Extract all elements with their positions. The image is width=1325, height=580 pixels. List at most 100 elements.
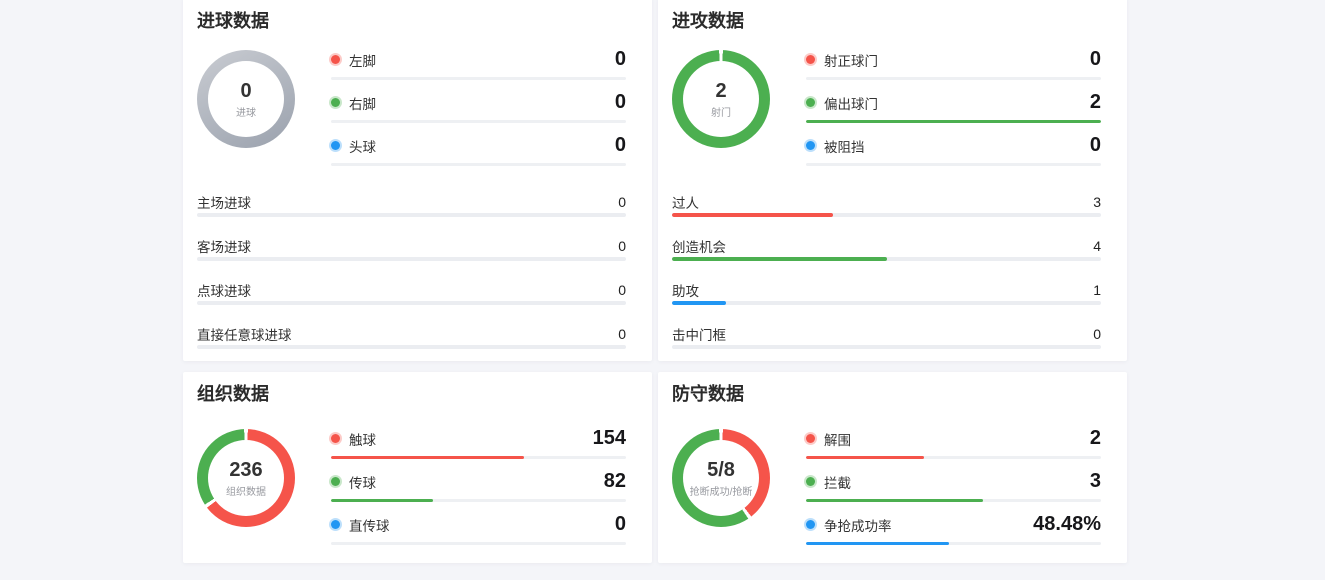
- bar-value: 1: [1093, 281, 1101, 298]
- legend-underline-track: [806, 456, 1101, 459]
- bar-value: 4: [1093, 237, 1101, 254]
- legend-label: 争抢成功率: [824, 518, 892, 534]
- legend-row: 拦截 3: [806, 468, 1101, 511]
- legend-row: 传球 82: [331, 468, 626, 511]
- legend-label: 左脚: [349, 53, 376, 69]
- donut-center: 2 射门: [672, 50, 770, 148]
- stat-bar-line: 助攻 1: [672, 278, 1101, 301]
- stat-bar-line: 击中门框 0: [672, 322, 1101, 345]
- stat-bar-row: 客场进球 0: [197, 234, 626, 278]
- stat-bar-row: 主场进球 0: [197, 190, 626, 234]
- stat-bar-line: 创造机会 4: [672, 234, 1101, 257]
- stat-bar-line: 主场进球 0: [197, 190, 626, 213]
- legend-value: 2: [1089, 91, 1101, 113]
- legend-line: 射正球门 0: [806, 46, 1101, 73]
- bar-track: [197, 345, 626, 349]
- bar-value: 0: [618, 281, 626, 298]
- legend: 左脚 0 右脚 0 头球 0: [331, 46, 626, 175]
- stat-bar-row: 助攻 1: [672, 278, 1101, 322]
- legend-dot-icon: [331, 477, 340, 486]
- donut-center-label: 射门: [711, 107, 731, 119]
- legend-underline-fill: [806, 499, 983, 502]
- bar-track: [672, 213, 1101, 217]
- legend-value: 0: [614, 91, 626, 113]
- legend-underline-fill: [331, 499, 434, 502]
- legend-label: 传球: [349, 475, 376, 491]
- panel-title: 防守数据: [672, 384, 744, 404]
- bar-track: [197, 301, 626, 305]
- legend-line: 右脚 0: [331, 89, 626, 116]
- legend-underline-track: [806, 499, 1101, 502]
- chart-row: 236 组织数据 触球 154 传球 82 直传球 0: [197, 425, 626, 554]
- panel-title: 进攻数据: [672, 11, 744, 31]
- legend-label: 右脚: [349, 96, 376, 112]
- bar-track: [197, 257, 626, 261]
- legend-dot-icon: [331, 520, 340, 529]
- chart-row: 5/8 抢断成功/抢断 解围 2 拦截 3 争抢成功率 48.48%: [672, 425, 1101, 554]
- legend-label: 头球: [349, 139, 376, 155]
- donut-center-value: 2: [715, 79, 727, 102]
- stat-bar-row: 过人 3: [672, 190, 1101, 234]
- bar-label: 客场进球: [197, 239, 251, 255]
- stat-bar-line: 客场进球 0: [197, 234, 626, 257]
- legend-line: 左脚 0: [331, 46, 626, 73]
- legend-underline-fill: [806, 456, 924, 459]
- legend-label: 直传球: [349, 518, 390, 534]
- legend-value: 48.48%: [1033, 513, 1101, 535]
- legend-line: 偏出球门 2: [806, 89, 1101, 116]
- legend-row: 争抢成功率 48.48%: [806, 511, 1101, 554]
- legend-value: 154: [592, 427, 626, 449]
- legend-row: 解围 2: [806, 425, 1101, 468]
- bar-fill: [672, 257, 887, 261]
- legend-row: 偏出球门 2: [806, 89, 1101, 132]
- legend-dot-icon: [806, 55, 815, 64]
- stat-bars: 过人 3 创造机会 4 助攻 1 击中门框 0: [672, 190, 1101, 366]
- bar-label: 直接任意球进球: [197, 327, 292, 343]
- legend-underline-track: [331, 456, 626, 459]
- legend-value: 82: [603, 470, 626, 492]
- legend-row: 触球 154: [331, 425, 626, 468]
- legend-label: 被阻挡: [824, 139, 865, 155]
- legend-dot-icon: [331, 98, 340, 107]
- legend-underline-track: [331, 120, 626, 123]
- stat-bar-row: 击中门框 0: [672, 322, 1101, 366]
- bar-value: 3: [1093, 193, 1101, 210]
- legend-row: 被阻挡 0: [806, 132, 1101, 175]
- bar-label: 击中门框: [672, 327, 726, 343]
- donut-hole: [208, 440, 284, 516]
- panel-attack: 进攻数据 2 射门 射正球门 0 偏出球门 2: [658, 0, 1127, 361]
- donut-center-label: 进球: [236, 107, 256, 119]
- donut-hole: [683, 61, 759, 137]
- legend-underline-track: [331, 163, 626, 166]
- legend-underline-fill: [806, 120, 1101, 123]
- donut-center-label: 组织数据: [226, 486, 266, 498]
- bar-label: 过人: [672, 195, 699, 211]
- legend-row: 头球 0: [331, 132, 626, 175]
- donut-center-label: 抢断成功/抢断: [689, 486, 753, 498]
- legend-row: 射正球门 0: [806, 46, 1101, 89]
- legend-row: 直传球 0: [331, 511, 626, 554]
- donut-center-value: 5/8: [707, 458, 735, 481]
- legend-line: 头球 0: [331, 132, 626, 159]
- stat-bar-row: 点球进球 0: [197, 278, 626, 322]
- legend-line: 触球 154: [331, 425, 626, 452]
- legend-row: 右脚 0: [331, 89, 626, 132]
- bar-label: 助攻: [672, 283, 699, 299]
- bar-fill: [672, 213, 833, 217]
- legend-dot-icon: [806, 434, 815, 443]
- legend-underline-track: [331, 542, 626, 545]
- legend-line: 直传球 0: [331, 511, 626, 538]
- donut-chart: 5/8 抢断成功/抢断: [672, 429, 770, 527]
- bar-label: 主场进球: [197, 195, 251, 211]
- panel-organization: 组织数据 236 组织数据 触球 154 传球 82: [183, 372, 652, 563]
- legend-value: 3: [1089, 470, 1101, 492]
- legend-value: 0: [614, 513, 626, 535]
- stat-bar-line: 点球进球 0: [197, 278, 626, 301]
- legend-dot-icon: [806, 141, 815, 150]
- legend-value: 0: [1089, 48, 1101, 70]
- legend-line: 解围 2: [806, 425, 1101, 452]
- legend-value: 0: [614, 48, 626, 70]
- legend-label: 偏出球门: [824, 96, 878, 112]
- legend-underline-track: [331, 77, 626, 80]
